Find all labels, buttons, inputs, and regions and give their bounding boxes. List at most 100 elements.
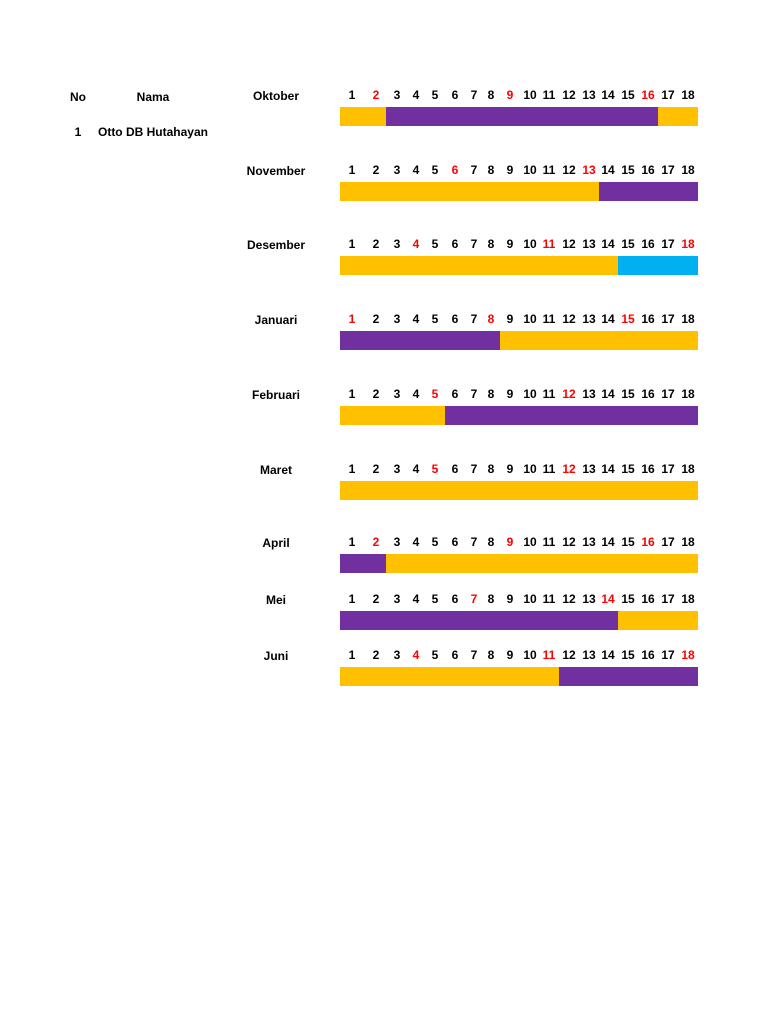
day-number: 13 — [582, 535, 596, 549]
schedule-segment — [340, 667, 559, 686]
month-name: Februari — [252, 388, 300, 402]
day-number: 16 — [641, 88, 655, 102]
day-number: 4 — [413, 163, 420, 177]
header-nama: Nama — [137, 90, 170, 104]
day-number: 16 — [641, 648, 655, 662]
day-number: 18 — [681, 88, 695, 102]
day-number: 8 — [488, 237, 495, 251]
schedule-segment — [340, 611, 618, 630]
day-number: 5 — [432, 462, 439, 476]
day-number: 16 — [641, 387, 655, 401]
month-name: Mei — [266, 593, 286, 607]
day-number: 11 — [543, 88, 556, 102]
day-number: 13 — [582, 462, 596, 476]
day-number: 13 — [582, 237, 596, 251]
schedule-segment — [340, 256, 618, 275]
day-number: 3 — [394, 163, 401, 177]
day-number: 7 — [471, 88, 478, 102]
day-number: 5 — [432, 592, 439, 606]
day-number: 4 — [413, 462, 420, 476]
day-number: 6 — [452, 88, 459, 102]
day-number: 16 — [641, 535, 655, 549]
day-number: 3 — [394, 387, 401, 401]
day-number: 18 — [681, 535, 695, 549]
day-number: 13 — [582, 387, 596, 401]
day-number: 7 — [471, 163, 478, 177]
day-number: 14 — [601, 462, 615, 476]
day-number: 10 — [523, 387, 537, 401]
day-number: 9 — [507, 163, 514, 177]
day-number: 17 — [661, 462, 675, 476]
day-number: 1 — [349, 312, 356, 326]
schedule-segment — [618, 256, 698, 275]
day-number: 10 — [523, 163, 537, 177]
schedule-segment — [386, 107, 658, 126]
day-number: 17 — [661, 163, 675, 177]
day-number: 18 — [681, 462, 695, 476]
day-number: 8 — [488, 648, 495, 662]
day-number: 16 — [641, 163, 655, 177]
day-number: 1 — [349, 535, 356, 549]
day-number: 8 — [488, 88, 495, 102]
day-number: 5 — [432, 387, 439, 401]
day-number: 14 — [601, 535, 615, 549]
schedule-segment — [340, 182, 599, 201]
day-number: 16 — [641, 312, 655, 326]
day-number: 11 — [543, 312, 556, 326]
day-number: 14 — [601, 387, 615, 401]
header-no: No — [70, 90, 86, 104]
day-number: 18 — [681, 648, 695, 662]
day-number: 14 — [601, 163, 615, 177]
schedule-segment — [340, 331, 500, 350]
day-number: 5 — [432, 535, 439, 549]
day-number: 11 — [543, 237, 556, 251]
day-number: 1 — [349, 592, 356, 606]
day-number: 4 — [413, 592, 420, 606]
day-number: 1 — [349, 462, 356, 476]
day-number: 7 — [471, 237, 478, 251]
day-number: 16 — [641, 592, 655, 606]
day-number: 4 — [413, 387, 420, 401]
day-number: 7 — [471, 648, 478, 662]
day-number: 3 — [394, 88, 401, 102]
day-number: 11 — [543, 648, 556, 662]
day-number: 8 — [488, 312, 495, 326]
day-number: 13 — [582, 312, 596, 326]
day-number: 12 — [562, 237, 576, 251]
day-number: 2 — [373, 163, 380, 177]
month-name: Desember — [247, 238, 305, 252]
day-number: 9 — [507, 648, 514, 662]
day-number: 2 — [373, 648, 380, 662]
day-number: 5 — [432, 237, 439, 251]
schedule-segment — [658, 107, 698, 126]
day-number: 3 — [394, 648, 401, 662]
schedule-segment — [618, 611, 698, 630]
day-number: 11 — [543, 592, 556, 606]
schedule-segment — [340, 481, 698, 500]
day-number: 12 — [562, 648, 576, 662]
day-number: 18 — [681, 163, 695, 177]
day-number: 10 — [523, 462, 537, 476]
day-number: 12 — [562, 312, 576, 326]
day-number: 12 — [562, 462, 576, 476]
day-number: 15 — [621, 648, 635, 662]
day-number: 2 — [373, 462, 380, 476]
day-number: 1 — [349, 237, 356, 251]
day-number: 6 — [452, 312, 459, 326]
day-number: 14 — [601, 592, 615, 606]
day-number: 7 — [471, 387, 478, 401]
day-number: 13 — [582, 88, 596, 102]
day-number: 8 — [488, 462, 495, 476]
day-number: 9 — [507, 535, 514, 549]
schedule-segment — [340, 554, 386, 573]
day-number: 2 — [373, 535, 380, 549]
day-number: 10 — [523, 88, 537, 102]
day-number: 5 — [432, 163, 439, 177]
day-number: 6 — [452, 592, 459, 606]
day-number: 15 — [621, 535, 635, 549]
day-number: 9 — [507, 387, 514, 401]
day-number: 17 — [661, 312, 675, 326]
day-number: 17 — [661, 648, 675, 662]
schedule-segment — [500, 331, 698, 350]
